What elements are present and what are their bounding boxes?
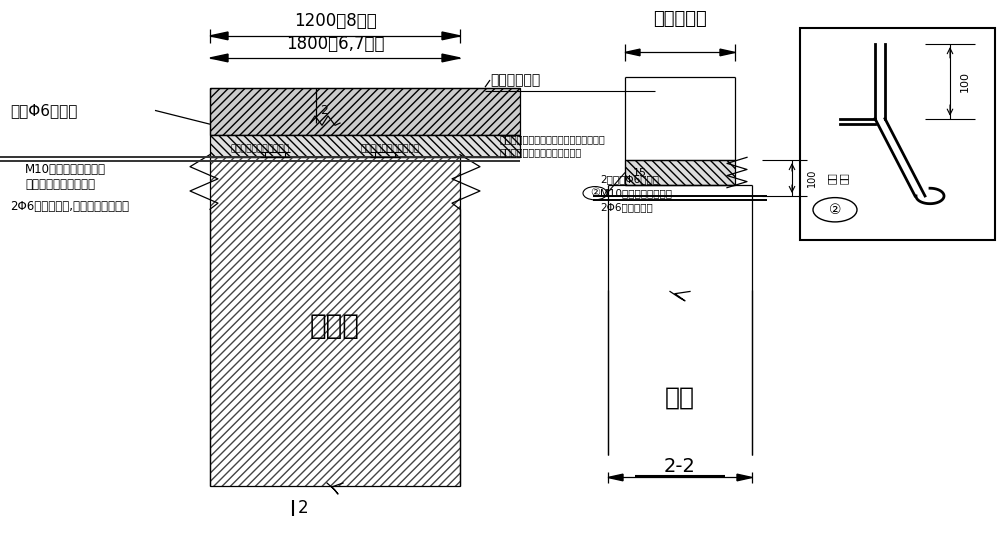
Polygon shape — [737, 474, 752, 481]
Bar — [800, 28, 995, 240]
Text: 2-2: 2-2 — [664, 457, 696, 476]
Polygon shape — [442, 54, 460, 62]
Text: 一皮斜楔砖所占空间尺寸: 一皮斜楔砖所占空间尺寸 — [230, 145, 290, 153]
Text: 梁宽或板宽: 梁宽或板宽 — [653, 10, 707, 28]
Text: 2Φ6拉结筋贯通: 2Φ6拉结筋贯通 — [600, 202, 653, 212]
Text: 折型Φ6拉结筋: 折型Φ6拉结筋 — [10, 103, 77, 118]
Polygon shape — [210, 32, 228, 40]
Text: 2: 2 — [298, 499, 309, 517]
Polygon shape — [608, 474, 623, 481]
Text: 一皮斜楔砖所占空间尺寸: 一皮斜楔砖所占空间尺寸 — [360, 145, 420, 153]
Polygon shape — [210, 135, 520, 157]
Polygon shape — [210, 88, 520, 135]
Text: 填充墙: 填充墙 — [310, 312, 360, 339]
Text: 100: 100 — [960, 71, 970, 92]
Text: 墙宽: 墙宽 — [665, 385, 695, 410]
Polygon shape — [210, 155, 460, 486]
Text: 并随斜楔一块砌筑完成: 并随斜楔一块砌筑完成 — [25, 178, 95, 192]
Polygon shape — [442, 32, 460, 40]
Polygon shape — [625, 49, 640, 56]
Text: 2: 2 — [320, 104, 328, 117]
Text: M10膨胀水泥砂浆填实: M10膨胀水泥砂浆填实 — [25, 163, 106, 176]
Text: 满，相互压紧压实且与梁板顶紧: 满，相互压紧压实且与梁板顶紧 — [500, 147, 582, 157]
Text: 2Φ6拉结筋贯通,两端满足锚固要求: 2Φ6拉结筋贯通,两端满足锚固要求 — [10, 200, 129, 213]
Text: 混凝土梁或板: 混凝土梁或板 — [490, 73, 540, 87]
Text: 1200（8度）: 1200（8度） — [294, 12, 376, 30]
Text: ②: ② — [590, 188, 600, 198]
Text: 锚固
要求: 锚固 要求 — [827, 172, 849, 184]
Polygon shape — [210, 54, 228, 62]
Text: ②: ② — [829, 203, 841, 217]
Polygon shape — [625, 160, 735, 185]
Text: 混凝土砖或页岩砖斜砌，必须逐块刮紧填: 混凝土砖或页岩砖斜砌，必须逐块刮紧填 — [500, 134, 606, 144]
Text: 1800（6,7度）: 1800（6,7度） — [286, 35, 384, 53]
Text: 2根折型Φ6拉结筋: 2根折型Φ6拉结筋 — [600, 174, 659, 184]
Text: 100: 100 — [807, 169, 817, 187]
Text: 15: 15 — [633, 167, 647, 178]
Polygon shape — [720, 49, 735, 56]
Text: M10膨胀水泥砂浆填实: M10膨胀水泥砂浆填实 — [600, 188, 672, 198]
